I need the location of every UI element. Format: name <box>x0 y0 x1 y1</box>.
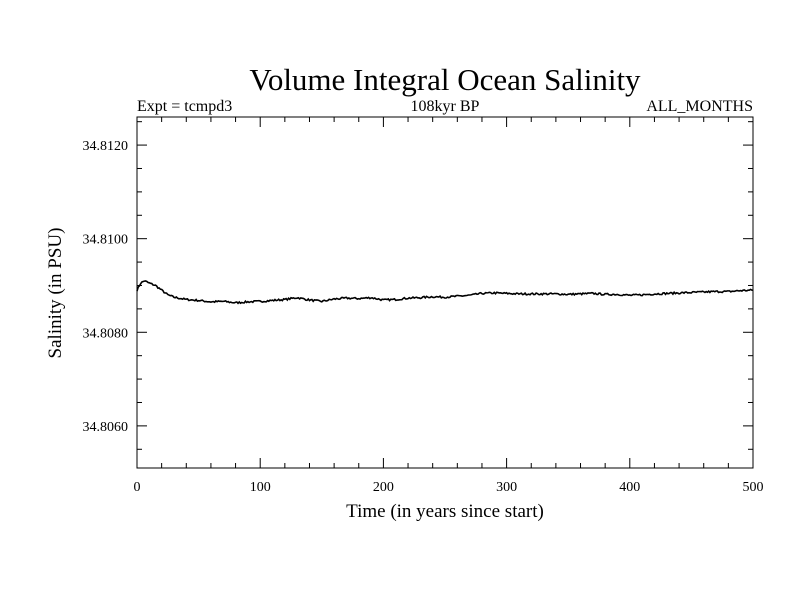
x-tick-labels: 0 100 200 300 400 500 <box>134 480 764 495</box>
x-axis-label: Time (in years since start) <box>346 501 544 522</box>
y-tick-label: 34.8120 <box>83 139 129 154</box>
y-tick-label: 34.8060 <box>83 420 129 435</box>
y-tick-label: 34.8100 <box>83 233 129 248</box>
subtitle-center: 108kyr BP <box>411 98 480 115</box>
plot-frame <box>136 116 754 469</box>
x-tick-label: 0 <box>134 480 141 495</box>
subtitle-right: ALL_MONTHS <box>646 98 753 115</box>
x-tick-label: 200 <box>373 480 394 495</box>
y-axis-label: Salinity (in PSU) <box>45 228 66 359</box>
salinity-series-line <box>136 280 754 305</box>
x-tick-label: 100 <box>250 480 271 495</box>
x-tick-label: 300 <box>496 480 517 495</box>
subtitle-left: Expt = tcmpd3 <box>137 98 232 115</box>
chart-title: Volume Integral Ocean Salinity <box>249 62 641 97</box>
tick-group <box>136 117 754 468</box>
x-tick-label: 400 <box>619 480 640 495</box>
y-tick-label: 34.8080 <box>83 326 129 341</box>
x-tick-label: 500 <box>743 480 764 495</box>
y-tick-labels: 34.8060 34.8080 34.8100 34.8120 <box>83 139 129 435</box>
